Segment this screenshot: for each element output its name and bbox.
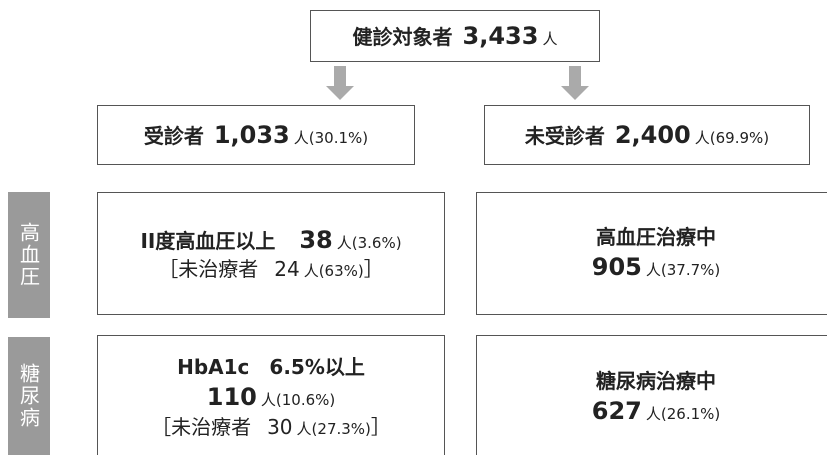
count: 38 (299, 225, 333, 254)
side-label: 高血圧 (8, 192, 50, 318)
pct: (63%) (318, 262, 364, 281)
label: 糖尿病治療中 (596, 368, 716, 393)
diabetes-box: HbA1c 6.5%以上 110 人(10.6%) ［未治療者 30 人(27.3%)… (97, 335, 445, 455)
unit: 人 (296, 419, 312, 438)
bracket: ］ (370, 414, 391, 439)
not-examined-box: 未受診者 2,400 人(69.9%) (484, 105, 810, 165)
pct: (30.1%) (308, 128, 369, 147)
count: 110 (206, 383, 257, 412)
label: 未受診者 (524, 123, 605, 148)
count: 905 (591, 252, 642, 281)
pct: (37.7%) (660, 260, 721, 279)
label: II度高血圧以上 (140, 228, 276, 253)
count: 3,433 (462, 21, 539, 50)
pct: (27.3%) (311, 419, 371, 438)
unit: 人 (694, 128, 710, 147)
count: 30 (267, 414, 293, 439)
unit: 人 (542, 29, 558, 48)
label: HbA1c 6.5%以上 (177, 355, 365, 380)
hypertension-treated-box: 高血圧治療中 905 人(37.7%) (476, 192, 827, 315)
bracket: ］ (363, 257, 384, 282)
side-label: 糖尿病 (8, 337, 50, 455)
top-box: 健診対象者 3,433 人 (310, 10, 600, 62)
pct: (10.6%) (275, 391, 336, 410)
label: 健診対象者 (352, 24, 453, 49)
unit: 人 (336, 233, 352, 252)
unit: 人 (645, 404, 661, 423)
label: ［未治療者 (151, 414, 252, 439)
unit: 人 (260, 391, 276, 410)
arrow (561, 66, 589, 100)
arrow (326, 66, 354, 100)
pct: (69.9%) (709, 128, 770, 147)
hypertension-box: II度高血圧以上 38 人(3.6%) ［未治療者 24 人(63%)］ (97, 192, 445, 315)
unit: 人 (645, 260, 661, 279)
label: 高血圧治療中 (596, 224, 716, 249)
label: 受診者 (143, 123, 204, 148)
diabetes-treated-box: 糖尿病治療中 627 人(26.1%) (476, 335, 827, 455)
count: 24 (274, 257, 300, 282)
unit: 人 (293, 128, 309, 147)
label: ［未治療者 (158, 257, 259, 282)
pct: (3.6%) (351, 233, 402, 252)
count: 1,033 (213, 120, 290, 149)
count: 627 (591, 396, 642, 425)
count: 2,400 (614, 120, 691, 149)
examined-box: 受診者 1,033 人(30.1%) (97, 105, 415, 165)
pct: (26.1%) (660, 404, 721, 423)
unit: 人 (303, 262, 319, 281)
